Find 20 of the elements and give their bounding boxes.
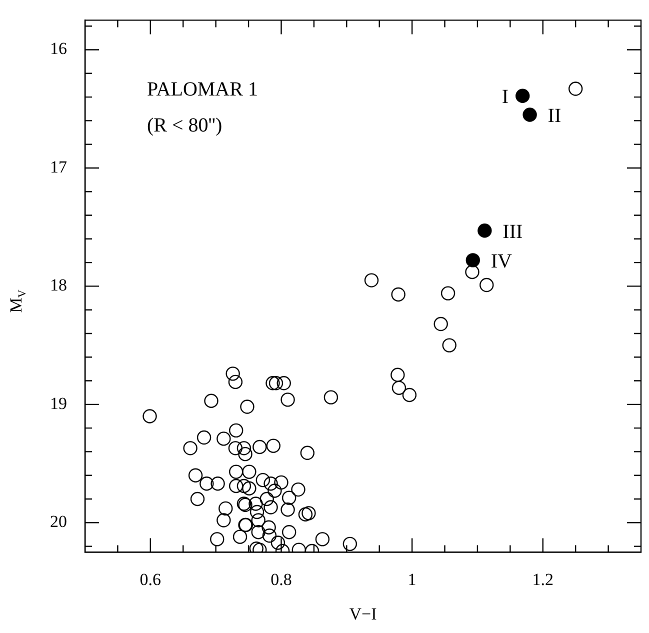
y-tick-label: 16 [50, 39, 67, 58]
y-tick-label: 20 [50, 512, 67, 532]
y-tick-label: 17 [50, 157, 68, 176]
point [522, 108, 537, 122]
x-tick-label: 0.8 [270, 570, 292, 589]
y-tick-label: 18 [50, 276, 67, 295]
point [516, 88, 530, 103]
x-tick-label: 0.6 [140, 570, 162, 589]
annotation: PALOMAR 1 [147, 78, 258, 100]
x-axis-title: V−I [349, 604, 378, 624]
x-tick-label: 1.2 [532, 570, 554, 589]
annotation: II [548, 105, 562, 128]
annotation: IV [490, 250, 513, 272]
y-tick-label: 19 [50, 394, 67, 413]
annotation: III [502, 220, 523, 243]
x-tick-label: 1 [408, 570, 416, 589]
annotation: I [502, 86, 509, 108]
point [466, 253, 480, 268]
point [478, 224, 492, 238]
annotation: (R < 80'') [147, 114, 222, 136]
